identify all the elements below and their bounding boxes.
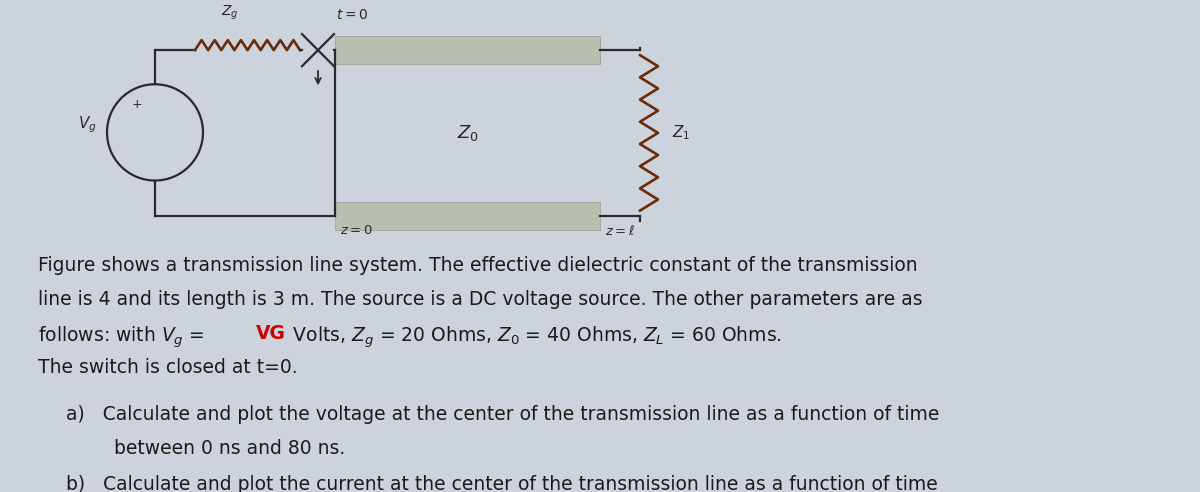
Text: $V_g$: $V_g$ [78, 114, 96, 135]
Text: VG: VG [256, 324, 286, 343]
Text: b)   Calculate and plot the current at the center of the transmission line as a : b) Calculate and plot the current at the… [66, 474, 937, 492]
Bar [335, 202, 600, 230]
Text: $z=\ell$: $z=\ell$ [605, 224, 635, 238]
Text: $Z_g$: $Z_g$ [221, 4, 239, 22]
Text: $t=0$: $t=0$ [336, 8, 368, 22]
Text: line is 4 and its length is 3 m. The source is a DC voltage source. The other pa: line is 4 and its length is 3 m. The sou… [38, 290, 923, 309]
Text: The switch is closed at t=0.: The switch is closed at t=0. [38, 359, 298, 377]
Text: $z=0$: $z=0$ [340, 224, 373, 237]
Text: +: + [132, 98, 143, 111]
Text: a)   Calculate and plot the voltage at the center of the transmission line as a : a) Calculate and plot the voltage at the… [66, 404, 940, 424]
Text: Figure shows a transmission line system. The effective dielectric constant of th: Figure shows a transmission line system.… [38, 256, 918, 275]
Text: between 0 ns and 80 ns.: between 0 ns and 80 ns. [114, 439, 346, 458]
Text: $Z_1$: $Z_1$ [672, 123, 690, 142]
Text: follows: with $V_g$ =: follows: with $V_g$ = [38, 324, 206, 350]
Text: Volts, $Z_g$ = 20 Ohms, $Z_0$ = 40 Ohms, $Z_L$ = 60 Ohms.: Volts, $Z_g$ = 20 Ohms, $Z_0$ = 40 Ohms,… [287, 324, 781, 350]
Bar [335, 36, 600, 64]
Text: $Z_0$: $Z_0$ [456, 123, 479, 143]
